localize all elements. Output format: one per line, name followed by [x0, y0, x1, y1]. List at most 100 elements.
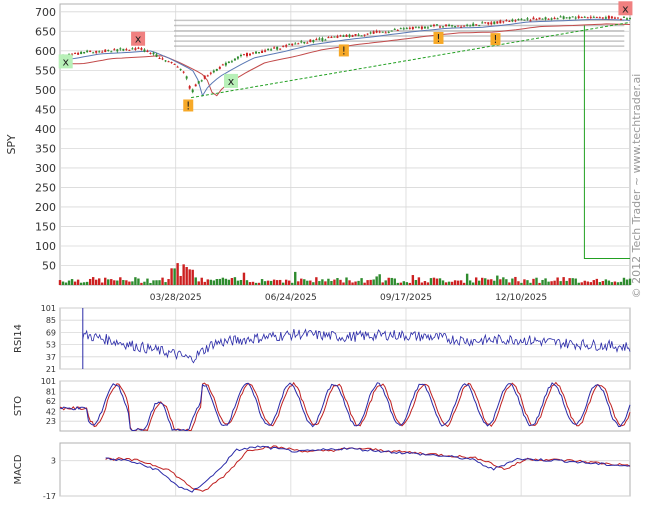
volume-bar — [444, 282, 448, 285]
volume-bar — [330, 280, 333, 285]
volume-bar — [505, 279, 508, 285]
candle-body — [396, 29, 399, 31]
candle-body — [460, 26, 463, 28]
macd-tick-label: -17 — [43, 492, 56, 501]
candle-body — [577, 16, 580, 19]
sto-signal-line — [59, 381, 631, 432]
sell-marker-label: x — [135, 33, 142, 46]
candle-body — [200, 80, 203, 82]
candle-body — [529, 20, 532, 22]
volume-bar — [459, 280, 463, 285]
candle-body — [245, 53, 248, 57]
volume-bar — [203, 281, 206, 285]
candle-body — [420, 26, 423, 29]
volume-bar — [625, 279, 629, 285]
volume-bar — [116, 280, 119, 285]
volume-bar — [420, 282, 424, 285]
ma-short-line — [60, 18, 631, 97]
stop-line — [583, 25, 630, 259]
candle-body — [583, 16, 586, 18]
candle-body — [484, 22, 487, 24]
candle-body — [601, 17, 604, 19]
candle-body — [586, 17, 589, 19]
candle-body — [369, 32, 372, 34]
volume-bar — [143, 281, 146, 285]
volume-bar — [517, 281, 520, 285]
candle-body — [619, 18, 622, 20]
volume-bar — [405, 282, 409, 285]
candle-body — [86, 50, 89, 53]
candle-body — [526, 18, 529, 20]
candle-body — [252, 52, 255, 54]
candle-body — [390, 30, 393, 32]
candle-body — [212, 70, 215, 73]
candle-body — [327, 37, 330, 39]
candle-body — [448, 24, 451, 27]
volume-bar — [85, 281, 89, 285]
price-tick-label: 650 — [35, 25, 56, 38]
macd-tick-label: 3 — [51, 457, 56, 466]
candle-body — [565, 17, 568, 19]
volume-bar — [327, 278, 330, 285]
candle-body — [89, 50, 92, 52]
candle-body — [215, 68, 218, 71]
volume-bar — [324, 281, 327, 285]
price-panel: 50 100 150 200 250 300 350 400 450 500 550 600 650 70… — [5, 1, 633, 303]
candle-body — [221, 64, 224, 66]
candle-body — [607, 16, 610, 19]
volume-bar — [493, 280, 496, 285]
candle-body — [285, 45, 288, 47]
candle-body — [194, 84, 197, 87]
volume-bar — [269, 280, 273, 285]
candle-body — [255, 51, 258, 54]
volume-bar — [481, 277, 484, 285]
candle-body — [402, 28, 405, 30]
candle-body — [629, 17, 631, 19]
rsi-tick-label: 21 — [46, 365, 56, 374]
candle-body — [505, 20, 508, 22]
volume-bar — [294, 271, 297, 285]
candle-body — [363, 34, 366, 36]
candle-body — [333, 36, 336, 38]
volume-bar — [580, 282, 583, 285]
candle-body — [405, 28, 408, 30]
candle-body — [360, 35, 363, 37]
volume-bar — [281, 282, 285, 285]
volume-bar — [550, 281, 553, 285]
candle-body — [300, 41, 303, 43]
candle-body — [203, 75, 206, 79]
rsi-axis-label: RSI14 — [13, 324, 24, 353]
candle-body — [613, 17, 616, 19]
volume-bar — [387, 277, 390, 285]
candle-body — [134, 48, 137, 50]
candle-body — [375, 31, 378, 33]
volume-bar — [170, 268, 173, 285]
buy-marker-bg — [58, 54, 73, 69]
candle-body — [182, 71, 185, 73]
volume-bar — [218, 278, 222, 285]
candle-body — [514, 20, 517, 22]
candle-body — [451, 25, 454, 27]
volume-bar — [351, 282, 354, 285]
volume-bar — [239, 279, 243, 285]
volume-bar — [348, 280, 351, 285]
volume-bar — [306, 280, 309, 285]
candle-body — [92, 52, 95, 54]
volume-bar — [450, 281, 454, 285]
volume-bar — [393, 278, 396, 285]
volume-bar — [565, 280, 568, 285]
volume-bar — [197, 281, 200, 285]
candle-body — [173, 63, 176, 65]
rsi-tick-label: 85 — [46, 316, 56, 325]
candle-body — [131, 48, 134, 50]
candle-body — [562, 16, 565, 19]
price-tick-label: 400 — [35, 123, 56, 136]
volume-bar — [547, 281, 550, 285]
volume-bar — [122, 280, 125, 285]
volume-bar — [514, 276, 517, 285]
price-tick-label: 100 — [35, 240, 56, 253]
volume-bar — [76, 279, 80, 285]
candle-body — [408, 27, 411, 29]
volume-bar — [604, 279, 608, 285]
volume-bar — [79, 282, 83, 285]
